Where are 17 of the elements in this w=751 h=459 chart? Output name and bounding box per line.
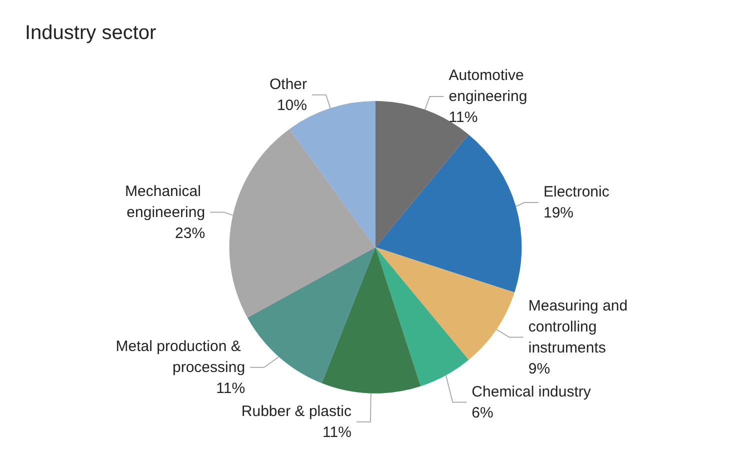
data-label: 9%	[528, 360, 550, 378]
data-label: 11%	[322, 424, 352, 441]
data-label: 11%	[448, 109, 478, 126]
slice-label: Measuring and controlling instruments	[528, 297, 632, 356]
data-label: 6%	[472, 404, 494, 422]
slice-label: Mechanical engineering	[125, 182, 206, 221]
chart-title: Industry sector	[25, 22, 156, 44]
data-label: 19%	[543, 204, 574, 222]
data-label: 23%	[175, 224, 206, 242]
slice-label: Rubber & plastic	[241, 402, 352, 420]
slice-label: Automotive engineering	[448, 67, 528, 105]
slice-label: Chemical industry	[472, 383, 592, 400]
slice-label: Metal production & processing	[116, 338, 246, 376]
data-label: 11%	[216, 380, 246, 397]
data-label: 10%	[276, 96, 307, 114]
slice-label: Other	[269, 76, 308, 93]
slice-label: Electronic	[543, 184, 610, 201]
